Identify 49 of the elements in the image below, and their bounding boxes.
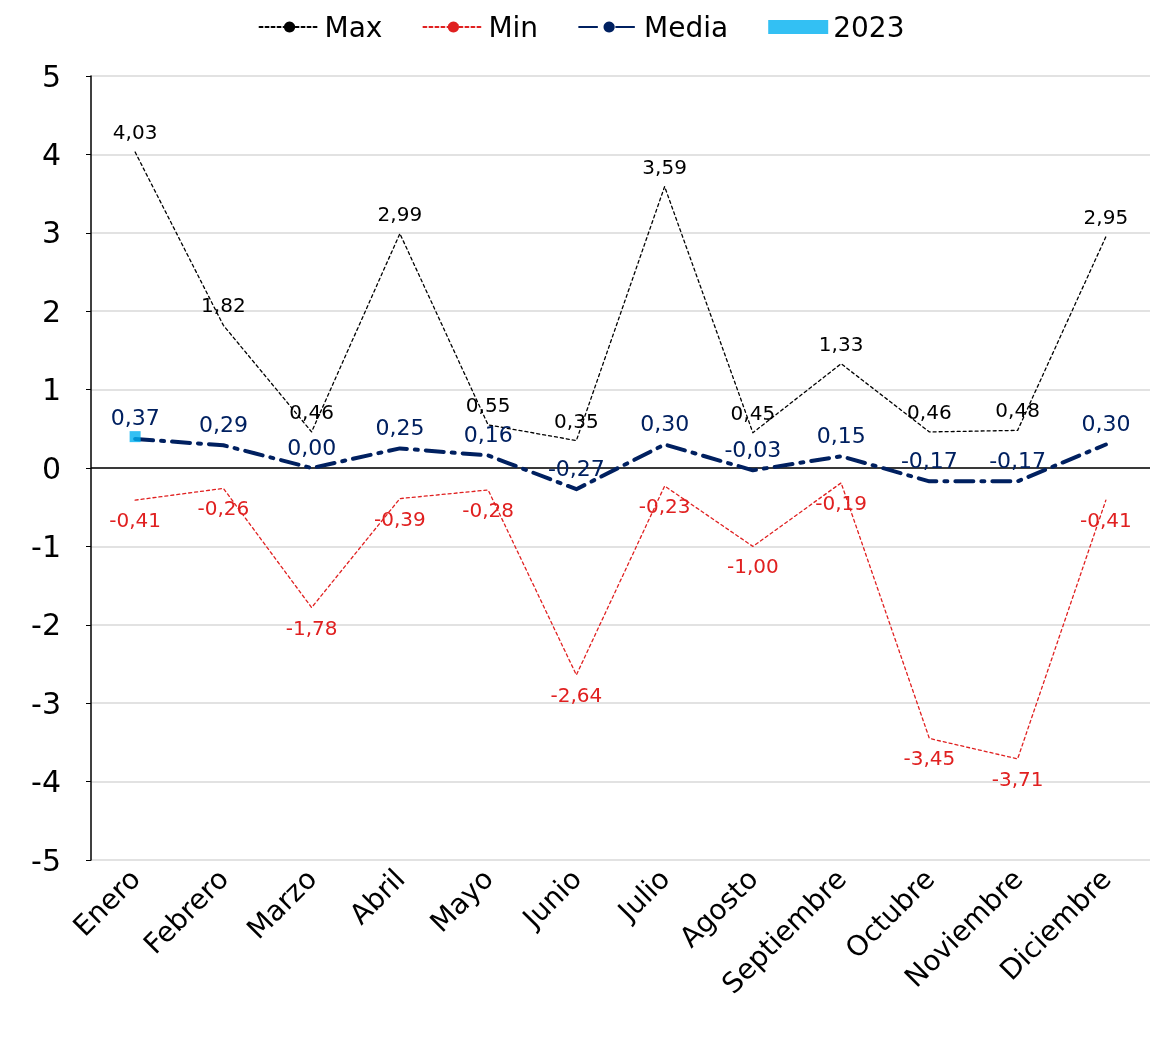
- y-tick-label: -4: [31, 764, 61, 800]
- y-tick-label: 4: [41, 136, 61, 172]
- data-label: 0,55: [465, 392, 511, 417]
- data-label: 0,35: [554, 408, 599, 433]
- y-tick-label: -1: [31, 528, 61, 564]
- y-tick-label: 5: [41, 58, 61, 94]
- data-label: 0,25: [375, 414, 425, 440]
- data-label: 0,16: [463, 421, 513, 447]
- data-label: 0,48: [995, 398, 1040, 423]
- data-label: -0,28: [462, 497, 514, 522]
- legend-label: Min: [488, 10, 539, 44]
- data-label: 0,29: [198, 411, 248, 437]
- data-label: 2,95: [1083, 204, 1129, 229]
- data-label: -0,17: [989, 447, 1047, 473]
- y-tick-label: -2: [31, 607, 61, 643]
- data-label: 1,82: [201, 293, 246, 318]
- data-label: -0,23: [638, 494, 691, 519]
- data-label: 0,30: [640, 410, 690, 436]
- y-tick-label: -3: [31, 685, 61, 721]
- data-label: -0,41: [1080, 508, 1132, 533]
- y-tick-label: 0: [41, 450, 61, 486]
- data-label: 2,99: [377, 201, 423, 226]
- data-label: 0,15: [816, 422, 866, 448]
- y-tick-label: 2: [41, 293, 61, 329]
- data-label: 1,33: [818, 331, 864, 356]
- data-label: -0,17: [900, 447, 958, 473]
- legend-label: Media: [644, 10, 729, 44]
- data-label: 4,03: [112, 120, 158, 145]
- legend-label: 2023: [833, 10, 905, 44]
- y-tick-label: 3: [41, 215, 61, 251]
- y-tick-label: 1: [41, 372, 61, 408]
- y-tick-label: -5: [31, 842, 61, 878]
- data-label: -0,26: [197, 496, 250, 521]
- data-label: -1,78: [285, 615, 338, 640]
- data-label: -3,71: [991, 766, 1044, 791]
- data-label: 0,30: [1081, 410, 1131, 436]
- data-label: -0,41: [109, 508, 161, 533]
- data-label: 0,00: [287, 434, 337, 460]
- data-label: -2,64: [550, 682, 603, 707]
- data-label: -0,19: [815, 490, 867, 515]
- data-label: -1,00: [727, 554, 779, 579]
- data-label: 0,46: [907, 399, 952, 424]
- data-label: 3,59: [642, 154, 687, 179]
- data-label: 0,45: [730, 400, 776, 425]
- data-label: 0,37: [110, 405, 160, 431]
- legend-label: Max: [324, 10, 383, 44]
- data-label: -3,45: [903, 746, 956, 771]
- data-label: -0,39: [374, 506, 426, 531]
- data-label: -0,03: [724, 436, 782, 462]
